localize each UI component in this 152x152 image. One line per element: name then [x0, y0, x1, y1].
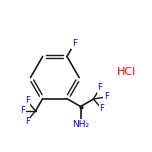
Text: F: F: [97, 83, 102, 92]
Text: F: F: [72, 39, 77, 48]
Text: F: F: [25, 96, 29, 105]
Text: NH₂: NH₂: [72, 120, 89, 129]
Text: F: F: [99, 104, 104, 113]
Text: HCl: HCl: [117, 67, 136, 77]
Text: F: F: [25, 116, 29, 126]
Text: F: F: [104, 92, 109, 101]
Text: F: F: [20, 106, 25, 115]
